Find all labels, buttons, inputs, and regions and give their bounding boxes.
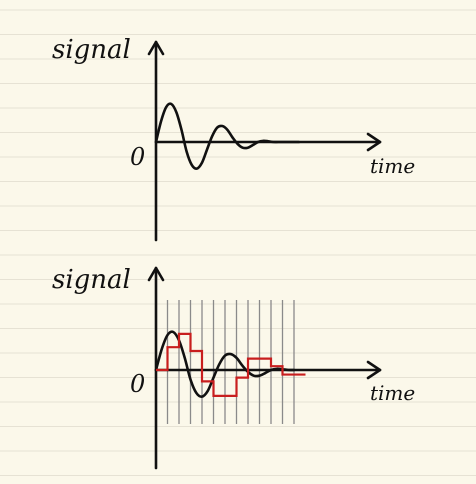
chart-sampled-signal: signal 0 time: [52, 265, 415, 470]
x-axis-label: time: [370, 381, 415, 405]
y-tick-label-zero: 0: [130, 143, 145, 171]
x-axis-arrowhead: [366, 360, 382, 380]
x-axis-label: time: [370, 154, 415, 178]
axes: [147, 266, 382, 470]
continuous-signal-series: [154, 102, 301, 170]
x-axis-arrowhead: [366, 132, 382, 152]
series-layer: [154, 330, 306, 398]
y-axis-arrowhead: [147, 266, 165, 282]
sample-lines-layer: [155, 300, 295, 424]
y-axis-label: signal: [52, 265, 131, 295]
y-axis-label: signal: [52, 35, 131, 65]
sampled-step-series: [156, 332, 306, 397]
chart-continuous-signal: signal 0 time: [52, 35, 415, 242]
y-axis-arrowhead: [147, 40, 165, 56]
notebook-rule-lines: [0, 9, 476, 476]
series-layer: [154, 102, 301, 170]
y-tick-label-zero: 0: [130, 370, 145, 398]
